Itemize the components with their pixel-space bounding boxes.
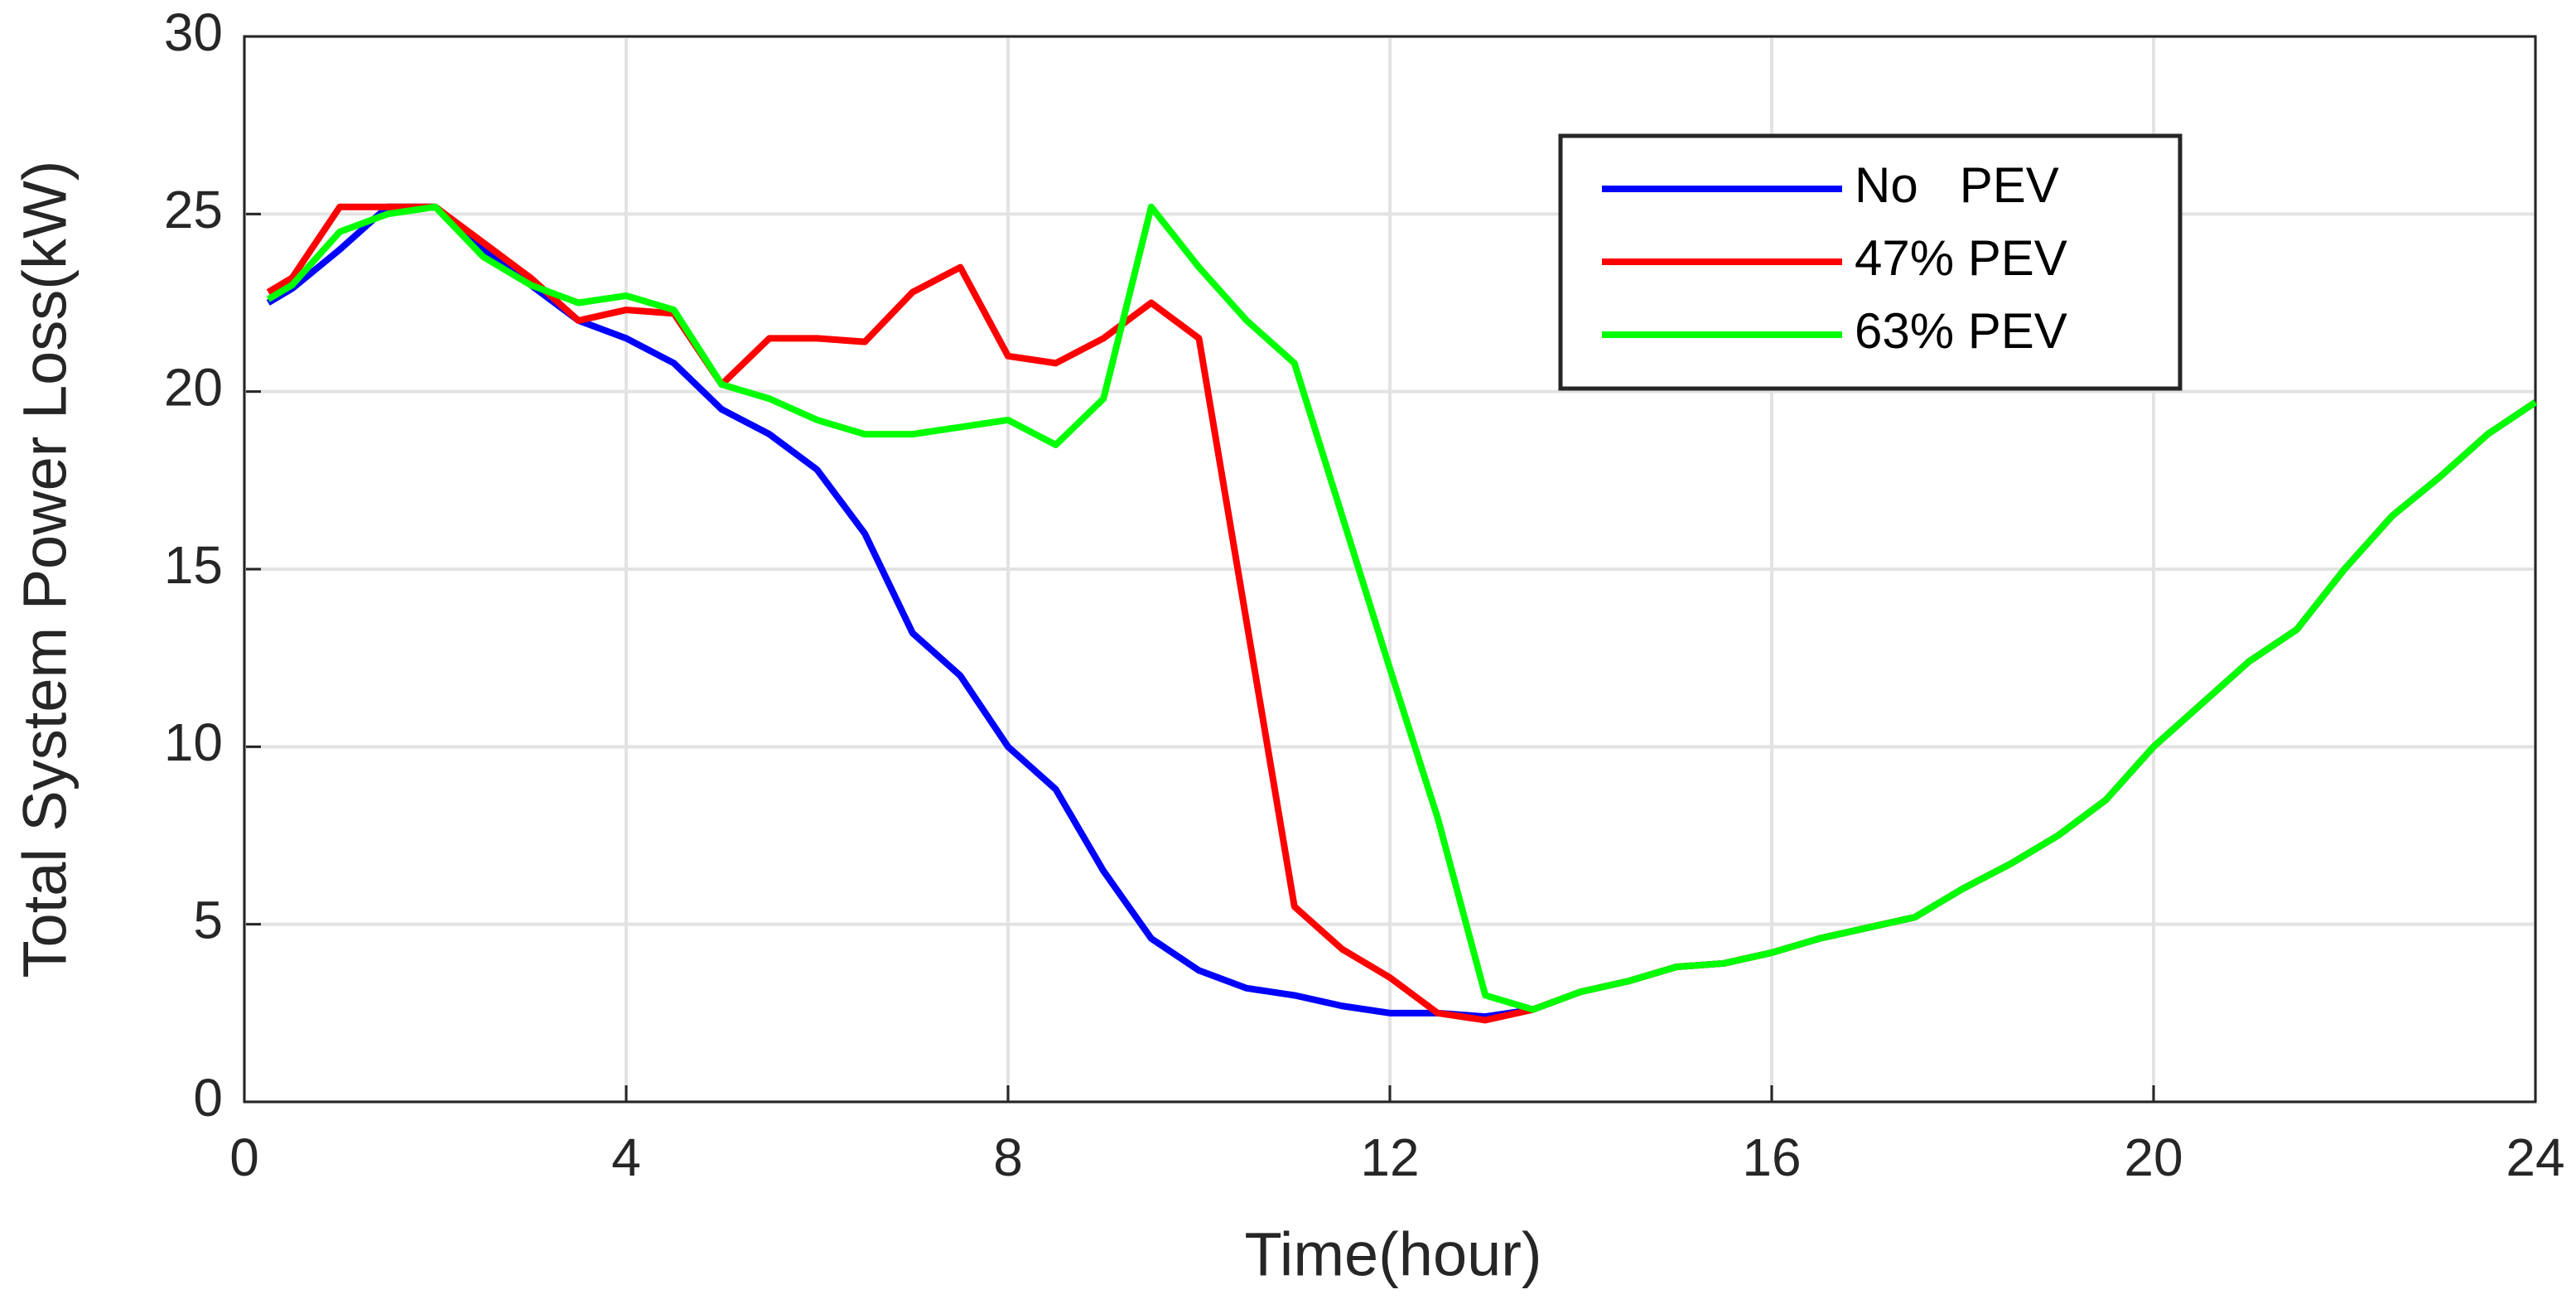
legend-label: No PEV (1855, 157, 2059, 213)
legend-label: 47% PEV (1855, 230, 2067, 286)
y-tick-label: 0 (193, 1068, 223, 1128)
y-tick-label: 5 (193, 891, 223, 950)
y-tick-label: 15 (164, 535, 223, 595)
x-tick-label: 8 (993, 1128, 1023, 1187)
data-line (266, 203, 2538, 1013)
y-axis-title: Total System Power Loss(kW) (11, 161, 80, 978)
y-tick-label: 25 (164, 180, 223, 239)
x-tick-label: 16 (1742, 1128, 1801, 1187)
legend-label: 63% PEV (1855, 303, 2067, 359)
y-tick-label: 10 (164, 712, 223, 772)
plot-frame (243, 35, 2537, 1104)
x-tick-label: 4 (611, 1128, 641, 1187)
x-tick-label: 12 (1360, 1128, 1419, 1187)
x-tick-label: 0 (229, 1128, 259, 1187)
x-tick-label: 24 (2506, 1128, 2564, 1187)
y-tick-label: 30 (164, 2, 223, 62)
y-tick-label: 20 (164, 358, 223, 418)
x-tick-label: 20 (2124, 1128, 2183, 1187)
x-axis-title: Time(hour) (1244, 1220, 1541, 1289)
